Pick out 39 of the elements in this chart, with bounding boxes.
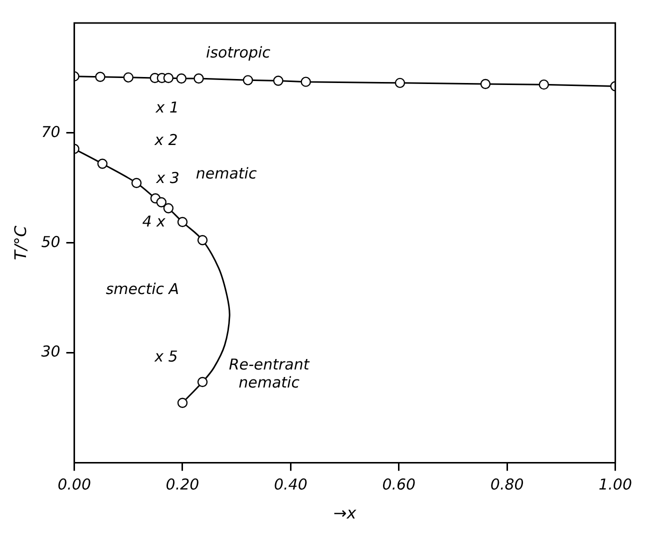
point [97, 158, 108, 169]
point [176, 73, 187, 84]
point [156, 197, 166, 208]
point [197, 235, 208, 246]
x-tick-label: 0.20 [166, 476, 200, 494]
annotation: Re-entrant nematic [228, 356, 310, 392]
point [177, 216, 188, 228]
y-tick-label: 50 [41, 232, 60, 251]
point [197, 376, 208, 388]
point [131, 178, 142, 188]
point [242, 75, 254, 86]
y-tick-label: 70 [41, 122, 60, 141]
y-tick-label: 30 [41, 342, 60, 361]
point [123, 72, 134, 83]
annotation: x 5 [154, 348, 178, 366]
annotation: x 1 [154, 98, 179, 117]
point [300, 76, 311, 87]
annotation: smectic A [106, 280, 180, 298]
point [538, 79, 549, 90]
y-axis-title: T/°C [10, 224, 30, 260]
x-tick-label: 1.00 [598, 476, 632, 494]
point [480, 78, 491, 90]
annotation: 4 x [142, 212, 166, 231]
x-tick-label: 0.80 [490, 476, 524, 494]
point [394, 78, 406, 88]
annotation: x 2 [154, 130, 178, 149]
annotation: nematic [196, 164, 258, 183]
annotation: x 3 [155, 169, 180, 188]
point [177, 398, 188, 408]
x-tick-label: 0.60 [382, 476, 416, 494]
x-axis-title: →x [333, 504, 357, 523]
x-tick-label: 0.40 [274, 476, 308, 494]
x-tick-label: 0.00 [58, 476, 91, 494]
annotation: isotropic [206, 44, 272, 62]
point [194, 73, 204, 84]
point [95, 72, 106, 82]
point [273, 76, 284, 86]
point [163, 72, 174, 84]
point [163, 203, 174, 214]
